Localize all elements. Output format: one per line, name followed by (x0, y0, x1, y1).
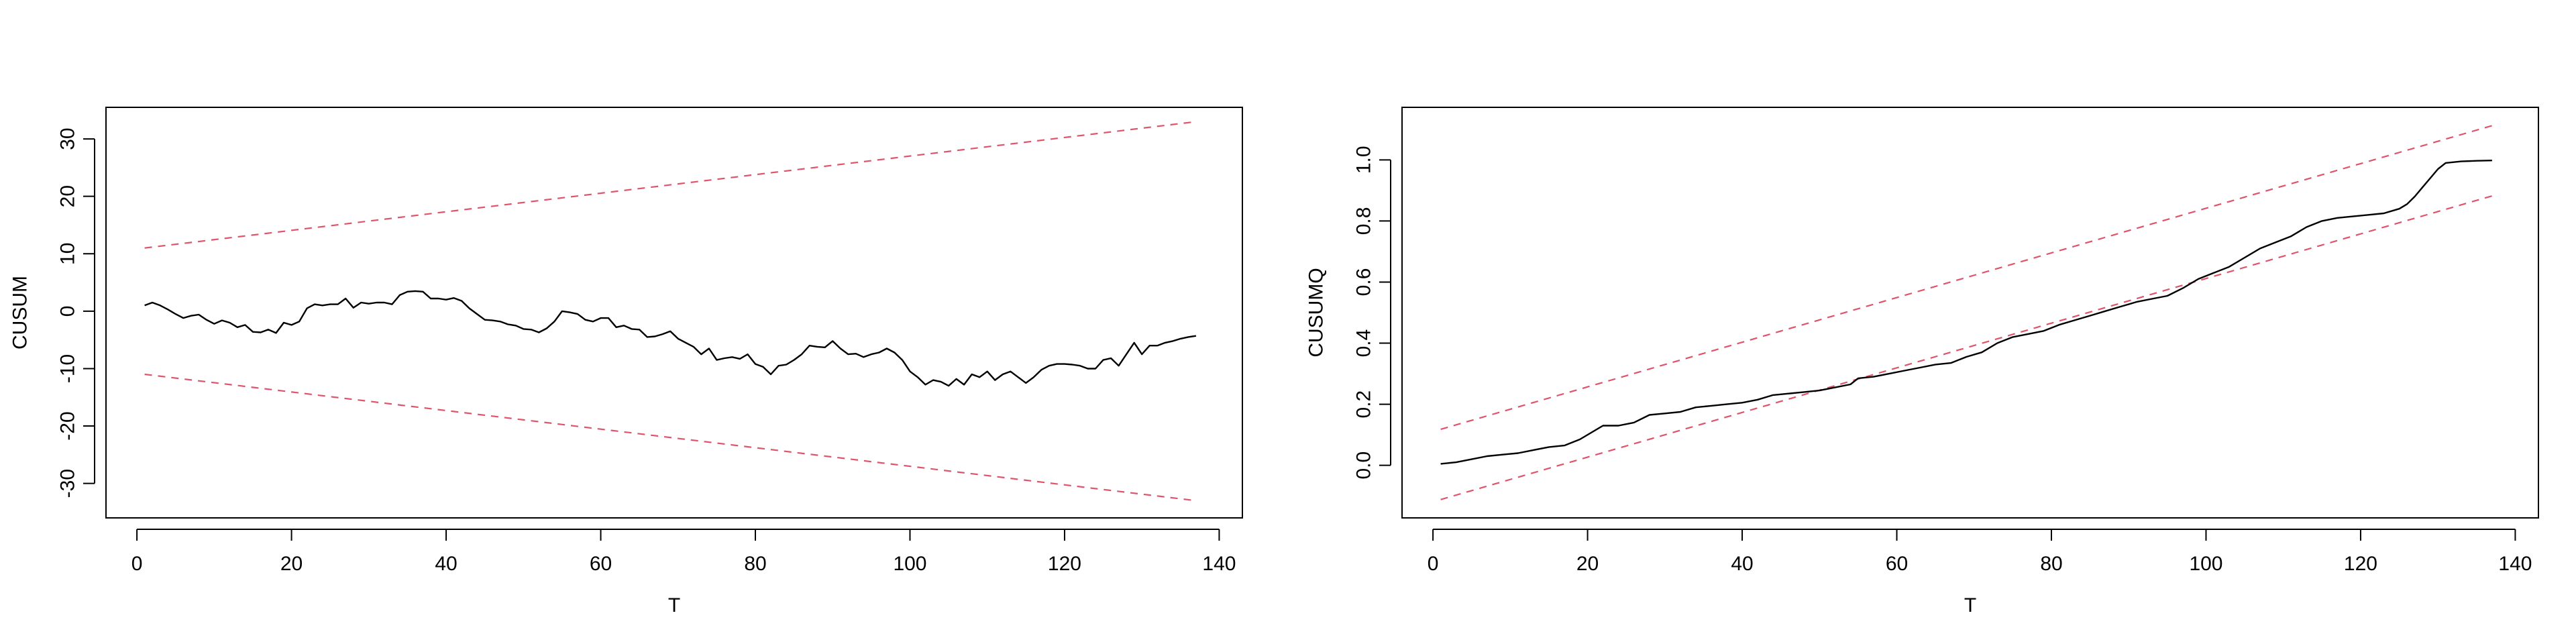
cusum-x-tick-label: 140 (1202, 553, 1236, 575)
cusum-y-tick-label: -30 (57, 469, 79, 498)
cusum-series-line (144, 290, 1197, 387)
cusumq-y-tick-label: 0.0 (1353, 451, 1375, 480)
cusumq-x-tick-label: 60 (1886, 553, 1908, 575)
cusum-y-tick-label: -10 (57, 354, 79, 383)
cusum-plot-frame (105, 107, 1243, 519)
cusumq-x-tick-label: 120 (2344, 553, 2377, 575)
cusum-lower-bound-line (144, 373, 1196, 502)
cusumq-y-tick-label: 0.8 (1353, 207, 1375, 235)
cusum-x-tick-label: 40 (435, 553, 457, 575)
cusum-x-tick-label: 0 (131, 553, 143, 575)
cusumq-lower-bound-line (1440, 195, 2493, 500)
cusumq-series-line (1440, 160, 2492, 465)
cusum-x-tick-label: 20 (280, 553, 303, 575)
cusum-x-tick-label: 80 (744, 553, 766, 575)
cusumq-x-tick-label: 20 (1576, 553, 1599, 575)
cusumq-x-tick-label: 100 (2189, 553, 2222, 575)
cusum-y-tick-label: 10 (57, 243, 79, 265)
cusum-x-tick-label: 60 (590, 553, 612, 575)
cusumq-x-tick-label: 40 (1731, 553, 1753, 575)
cusum-y-tick-label: 20 (57, 185, 79, 207)
cusum-panel: 0 20 40 60 80 100 120 140 -30 -20 -10 0 10 20 30 T CUSUM (9, 107, 1243, 616)
cusumq-upper-bound-line (1440, 125, 2493, 431)
cusumq-panel: 0 20 40 60 80 100 120 140 0.0 0.2 0.4 0.6 0.8 1.0 T CUS… (1305, 107, 2539, 616)
cusumq-x-tick-label: 140 (2498, 553, 2532, 575)
cusumq-plot-frame (1401, 107, 2539, 519)
cusumq-x-tick-label: 80 (2040, 553, 2062, 575)
cusumq-x-axis-label: T (1964, 594, 1976, 616)
cusum-x-tick-label: 120 (1048, 553, 1081, 575)
cusum-y-tick-label: 0 (57, 306, 79, 317)
cusum-x-axis-label: T (668, 594, 680, 616)
cusumq-y-tick-label: 0.6 (1353, 268, 1375, 297)
cusum-y-tick-label: 30 (57, 127, 79, 150)
cusumq-y-tick-label: 1.0 (1353, 146, 1375, 174)
cusumq-y-tick-label: 0.2 (1353, 390, 1375, 419)
cusum-y-axis-label: CUSUM (9, 276, 32, 350)
cusumq-y-axis-label: CUSUMQ (1305, 268, 1328, 357)
cusumq-y-tick-label: 0.4 (1353, 329, 1375, 358)
cusum-y-tick-label: -20 (57, 411, 79, 440)
cusum-x-tick-label: 100 (893, 553, 926, 575)
cusumq-x-tick-label: 0 (1428, 553, 1439, 575)
cusum-upper-bound-line (144, 121, 1196, 249)
